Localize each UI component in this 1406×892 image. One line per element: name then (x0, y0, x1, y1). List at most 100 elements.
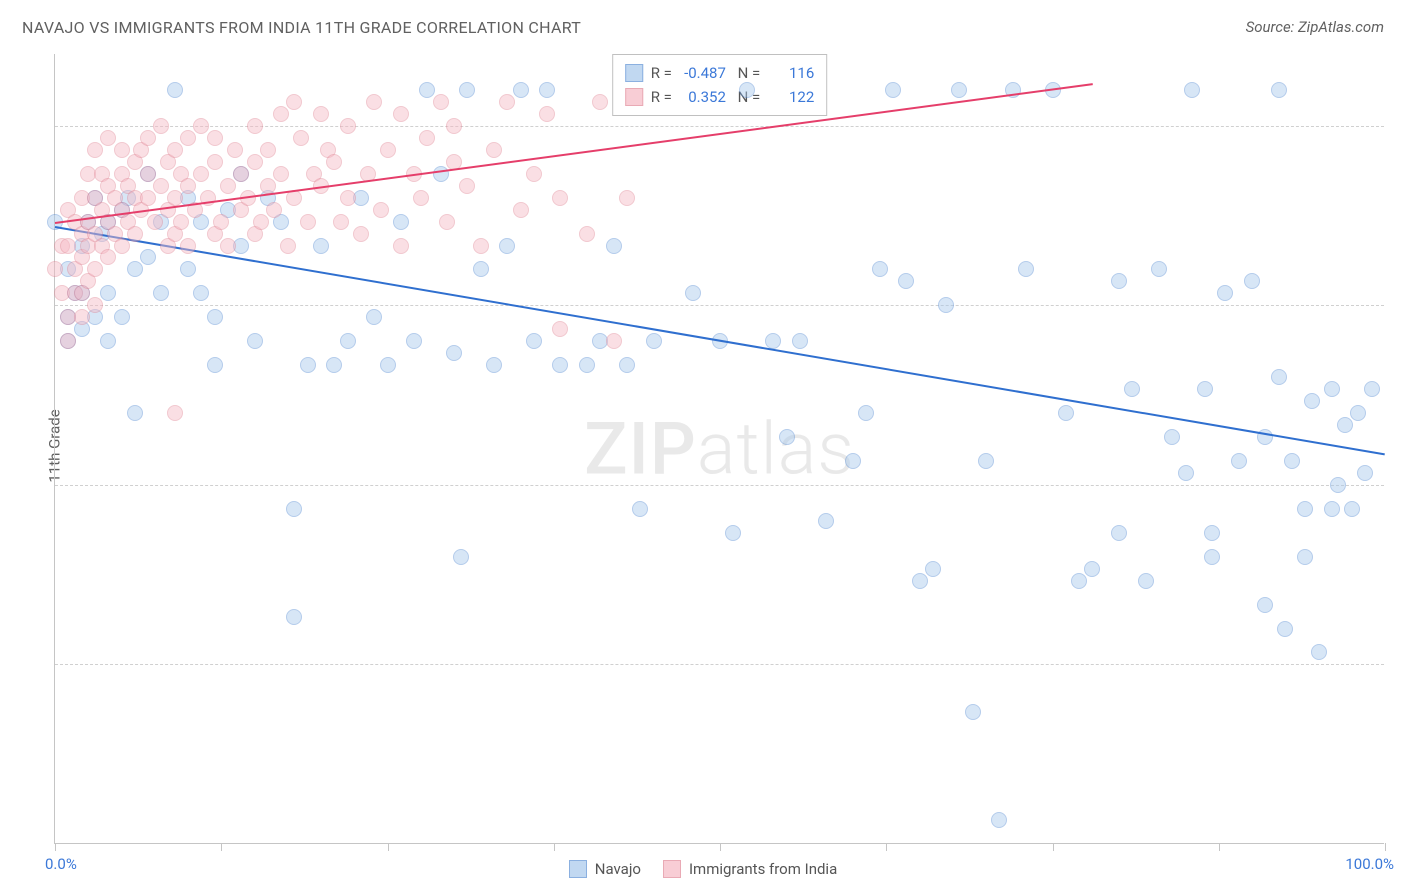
data-point (446, 345, 462, 361)
data-point (100, 285, 116, 301)
x-tick (720, 843, 721, 851)
data-point (273, 106, 289, 122)
data-point (193, 166, 209, 182)
data-point (340, 190, 356, 206)
y-tick-label: 85.0% (1394, 476, 1406, 494)
data-point (140, 166, 156, 182)
grid-line (55, 664, 1384, 665)
data-point (446, 118, 462, 134)
data-point (180, 261, 196, 277)
data-point (1058, 405, 1074, 421)
data-point (1271, 82, 1287, 98)
x-tick (1053, 843, 1054, 851)
data-point (978, 453, 994, 469)
data-point (60, 333, 76, 349)
data-point (326, 357, 342, 373)
data-point (592, 94, 608, 110)
data-point (1297, 549, 1313, 565)
data-point (227, 142, 243, 158)
legend-n-value: 122 (768, 88, 814, 106)
data-point (153, 178, 169, 194)
data-point (1204, 549, 1220, 565)
data-point (1337, 417, 1353, 433)
y-tick-label: 100.0% (1394, 117, 1406, 135)
data-point (87, 297, 103, 313)
data-point (486, 142, 502, 158)
data-point (1018, 261, 1034, 277)
data-point (60, 238, 76, 254)
grid-line (55, 485, 1384, 486)
data-point (406, 333, 422, 349)
data-point (459, 82, 475, 98)
data-point (1284, 453, 1300, 469)
data-point (74, 309, 90, 325)
data-point (266, 202, 282, 218)
data-point (473, 238, 489, 254)
legend-row: R =-0.487 N =116 (625, 61, 815, 85)
x-tick (388, 843, 389, 851)
bottom-legend-item: Immigrants from India (663, 860, 837, 878)
x-tick (55, 843, 56, 851)
data-point (885, 82, 901, 98)
data-point (965, 704, 981, 720)
data-point (180, 130, 196, 146)
data-point (286, 501, 302, 517)
legend-n-label: N = (734, 64, 760, 82)
data-point (606, 238, 622, 254)
data-point (247, 154, 263, 170)
data-point (286, 609, 302, 625)
data-point (193, 118, 209, 134)
data-point (333, 214, 349, 230)
data-point (167, 142, 183, 158)
data-point (100, 333, 116, 349)
data-point (114, 142, 130, 158)
data-point (1111, 273, 1127, 289)
legend-row: R =0.352 N =122 (625, 85, 815, 109)
data-point (991, 812, 1007, 828)
data-point (1277, 621, 1293, 637)
bottom-legend-label: Immigrants from India (689, 860, 837, 878)
data-point (1350, 405, 1366, 421)
data-point (1217, 285, 1233, 301)
data-point (619, 357, 635, 373)
data-point (340, 118, 356, 134)
data-point (1164, 429, 1180, 445)
data-point (606, 333, 622, 349)
data-point (459, 178, 475, 194)
data-point (938, 297, 954, 313)
data-point (1231, 453, 1247, 469)
data-point (513, 82, 529, 98)
data-point (1311, 644, 1327, 660)
data-point (632, 501, 648, 517)
legend-r-value: 0.352 (680, 88, 726, 106)
data-point (725, 525, 741, 541)
data-point (393, 238, 409, 254)
data-point (300, 214, 316, 230)
data-point (818, 513, 834, 529)
data-point (180, 238, 196, 254)
data-point (260, 178, 276, 194)
data-point (1330, 477, 1346, 493)
data-point (47, 261, 63, 277)
data-point (100, 249, 116, 265)
data-point (1138, 573, 1154, 589)
data-point (393, 214, 409, 230)
data-point (779, 429, 795, 445)
data-point (1324, 381, 1340, 397)
data-point (1364, 381, 1380, 397)
data-point (1084, 561, 1100, 577)
plot-area: ZIPatlas R =-0.487 N =116R =0.352 N =122… (54, 54, 1384, 844)
data-point (419, 82, 435, 98)
data-point (173, 214, 189, 230)
data-point (207, 357, 223, 373)
data-point (167, 82, 183, 98)
data-point (326, 154, 342, 170)
data-point (579, 357, 595, 373)
data-point (1204, 525, 1220, 541)
data-point (373, 202, 389, 218)
data-point (140, 249, 156, 265)
data-point (1324, 501, 1340, 517)
data-point (552, 357, 568, 373)
y-tick-label: 77.5% (1394, 655, 1406, 673)
correlation-legend: R =-0.487 N =116R =0.352 N =122 (612, 54, 828, 116)
